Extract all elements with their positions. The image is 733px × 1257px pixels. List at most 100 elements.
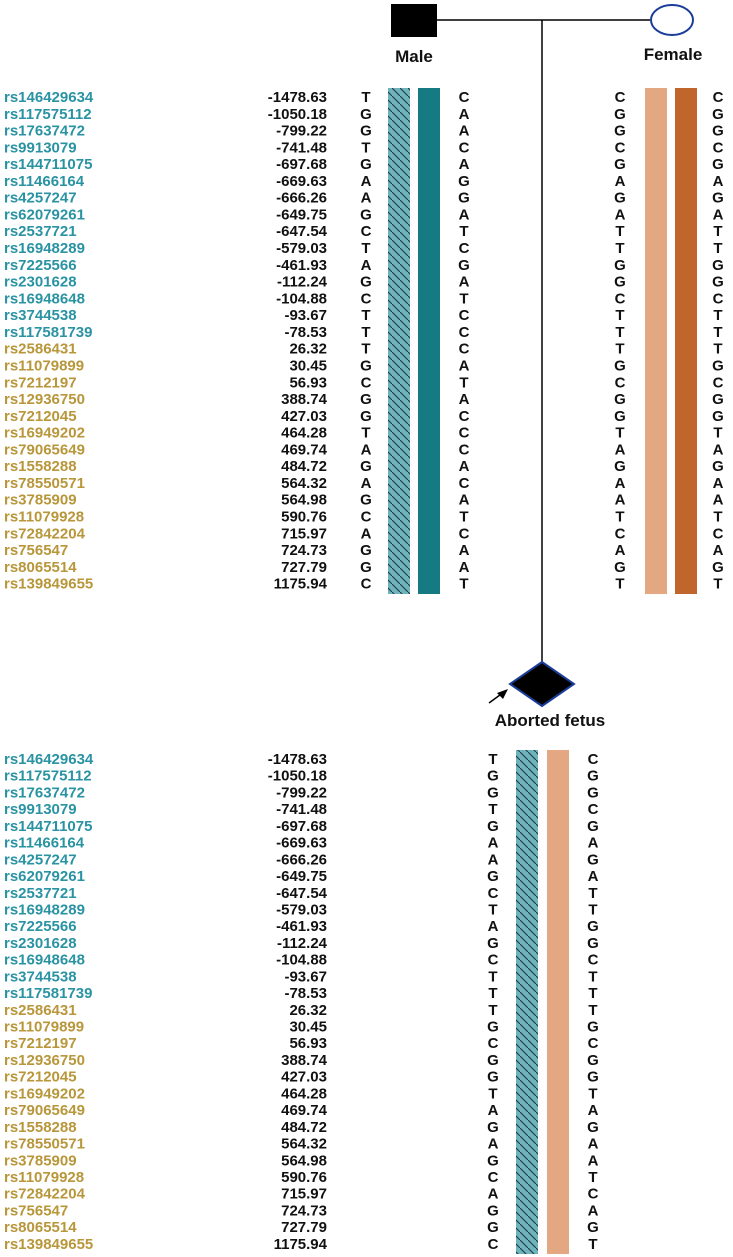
male-allele-right: C [459, 525, 470, 542]
male-symbol [391, 4, 437, 37]
snp-position: -579.03 [276, 240, 327, 257]
snp-position: -799.22 [276, 123, 327, 140]
fetus-allele-maternal: A [588, 835, 599, 852]
snp-position: -1050.18 [268, 106, 327, 123]
snp-position: 388.74 [281, 391, 328, 408]
fetus-allele-paternal: G [487, 935, 499, 952]
snp-id: rs7212045 [4, 1069, 77, 1086]
snp-id: rs2586431 [4, 341, 77, 358]
fetus-haplotype-maternal [547, 750, 569, 1254]
female-allele-right: G [712, 391, 724, 408]
snp-position: 564.32 [281, 475, 327, 492]
fetus-allele-maternal: G [587, 851, 599, 868]
male-allele-right: T [459, 290, 468, 307]
snp-id: rs12936750 [4, 1052, 85, 1069]
fetus-allele-paternal: G [487, 818, 499, 835]
female-allele-right: C [713, 89, 724, 106]
female-allele-right: G [712, 274, 724, 291]
snp-id: rs72842204 [4, 1186, 86, 1203]
fetus-allele-paternal: G [487, 784, 499, 801]
fetus-allele-maternal: T [588, 985, 597, 1002]
female-allele-right: C [713, 525, 724, 542]
female-allele-right: T [713, 341, 722, 358]
snp-position: 724.73 [281, 1202, 327, 1219]
snp-position: -666.26 [276, 851, 327, 868]
snp-position: -112.24 [277, 935, 328, 952]
snp-position: -647.54 [276, 223, 328, 240]
male-allele-left: C [361, 576, 372, 593]
snp-id: rs756547 [4, 1202, 68, 1219]
male-allele-left: T [361, 89, 370, 106]
female-allele-left: A [615, 206, 626, 223]
snp-id: rs117581739 [4, 324, 92, 341]
female-allele-right: G [712, 190, 724, 207]
male-allele-left: T [361, 240, 370, 257]
snp-id: rs1558288 [4, 1119, 77, 1136]
snp-id: rs8065514 [4, 1219, 77, 1236]
fetus-allele-maternal: G [587, 1019, 599, 1036]
fetus-allele-maternal: G [587, 1069, 599, 1086]
proband-arrowhead [497, 689, 508, 699]
fetus-allele-paternal: A [488, 1186, 499, 1203]
fetus-allele-paternal: T [488, 751, 497, 768]
male-allele-left: G [360, 492, 372, 509]
male-allele-right: C [459, 408, 470, 425]
fetus-allele-paternal: G [487, 1219, 499, 1236]
snp-id: rs62079261 [4, 206, 85, 223]
female-allele-right: A [713, 475, 724, 492]
fetus-allele-maternal: G [587, 918, 599, 935]
snp-id: rs16948289 [4, 240, 85, 257]
female-allele-left: G [614, 408, 626, 425]
female-allele-left: T [615, 307, 624, 324]
snp-id: rs7212197 [4, 374, 77, 391]
male-allele-right: A [459, 206, 470, 223]
fetus-allele-paternal: C [488, 1169, 499, 1186]
male-allele-right: T [459, 576, 468, 593]
fetus-allele-paternal: G [487, 1202, 499, 1219]
male-allele-right: A [459, 542, 470, 559]
female-allele-left: T [615, 576, 624, 593]
female-allele-right: T [713, 240, 722, 257]
female-allele-left: G [614, 156, 626, 173]
female-allele-left: A [615, 492, 626, 509]
fetus-allele-paternal: G [487, 1052, 499, 1069]
snp-position: 26.32 [289, 1002, 327, 1019]
female-allele-left: T [615, 425, 624, 442]
female-allele-left: T [615, 240, 624, 257]
fetus-allele-maternal: G [587, 1219, 599, 1236]
fetus-allele-paternal: C [488, 885, 499, 902]
male-allele-left: T [361, 341, 370, 358]
fetus-allele-maternal: C [588, 952, 599, 969]
snp-id: rs146429634 [4, 89, 94, 106]
snp-position: 1175.94 [274, 576, 328, 593]
male-allele-left: G [360, 106, 372, 123]
female-allele-right: G [712, 559, 724, 576]
snp-position: -112.24 [277, 274, 328, 291]
male-allele-right: C [459, 89, 470, 106]
snp-id: rs78550571 [4, 1136, 85, 1153]
snp-id: rs79065649 [4, 1102, 85, 1119]
snp-position: 484.72 [281, 1119, 327, 1136]
male-allele-right: C [459, 307, 470, 324]
female-allele-left: T [615, 223, 624, 240]
snp-position: 427.03 [281, 1069, 327, 1086]
fetus-allele-paternal: G [487, 768, 499, 785]
male-allele-right: A [459, 458, 470, 475]
snp-id: rs78550571 [4, 475, 85, 492]
male-allele-left: A [361, 190, 372, 207]
snp-id: rs11079928 [4, 1169, 84, 1186]
snp-id: rs8065514 [4, 559, 77, 576]
male-allele-right: C [459, 341, 470, 358]
male-allele-right: A [459, 106, 470, 123]
female-allele-right: G [712, 106, 724, 123]
snp-position: -741.48 [276, 801, 327, 818]
male-allele-left: G [360, 458, 372, 475]
snp-position: -649.75 [276, 868, 327, 885]
snp-id: rs17637472 [4, 784, 85, 801]
snp-id: rs72842204 [4, 525, 86, 542]
snp-id: rs16948648 [4, 952, 85, 969]
snp-position: 564.32 [281, 1136, 327, 1153]
female-allele-left: G [614, 257, 626, 274]
male-allele-right: G [458, 173, 470, 190]
